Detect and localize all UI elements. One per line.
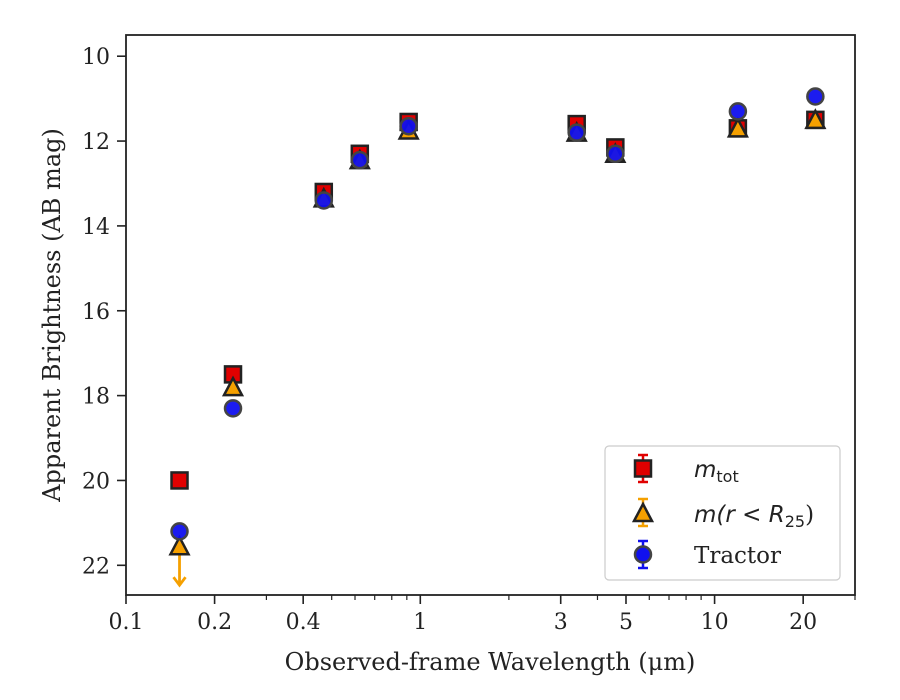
y-axis-title: Apparent Brightness (AB mag) [38, 128, 66, 503]
point-mr [221, 375, 245, 397]
y-tick-label: 10 [82, 45, 110, 70]
point-mr [804, 108, 827, 130]
point-tractor [350, 150, 370, 170]
legend-label-tractor: Tractor [694, 543, 781, 569]
y-tick-label: 12 [82, 130, 110, 155]
legend-marker-mtot [633, 453, 653, 484]
x-tick-label: 3 [554, 610, 568, 635]
y-tick-label: 20 [82, 469, 110, 494]
y-axis: 10 12 14 16 18 20 22 [82, 45, 126, 579]
legend-label-mr: m(r < R25) [694, 502, 814, 531]
point-tractor [806, 87, 825, 106]
y-tick-label: 22 [82, 554, 110, 579]
series-layer [168, 87, 827, 588]
point-tractor [223, 399, 243, 418]
legend-label-mtot: mtot [694, 457, 739, 486]
legend: mtot m(r < R25) Tractor [604, 445, 841, 581]
y-tick-label: 16 [82, 300, 110, 325]
point-tractor [567, 123, 586, 142]
point-tractor [170, 522, 189, 541]
x-axis: 0.1 0.2 0.4 1 3 5 10 20 [109, 595, 856, 635]
x-tick-label: 0.2 [197, 610, 232, 635]
point-mr [168, 534, 191, 556]
plot-frame [125, 34, 856, 596]
x-axis-title: Observed-frame Wavelength (μm) [285, 648, 696, 676]
series-mtot [170, 110, 825, 490]
point-tractor [728, 102, 748, 121]
y-tick-label: 14 [82, 215, 110, 240]
point-tractor [314, 191, 334, 210]
x-tick-label: 0.4 [286, 610, 321, 635]
x-tick-label: 0.1 [109, 610, 144, 635]
x-tick-label: 10 [701, 610, 729, 635]
point-tractor [606, 144, 625, 164]
x-tick-label: 20 [789, 610, 817, 635]
series-tractor [170, 87, 825, 541]
plot-area [125, 34, 856, 596]
x-tick-label: 1 [413, 610, 427, 635]
y-tick-label: 18 [82, 385, 110, 410]
legend-marker-mr [631, 497, 655, 528]
point-mr [726, 116, 749, 138]
point-mtot [170, 471, 189, 490]
x-tick-label: 5 [619, 610, 633, 635]
legend-frame [604, 445, 841, 581]
legend-marker-tractor [633, 539, 653, 570]
point-tractor [399, 116, 418, 136]
